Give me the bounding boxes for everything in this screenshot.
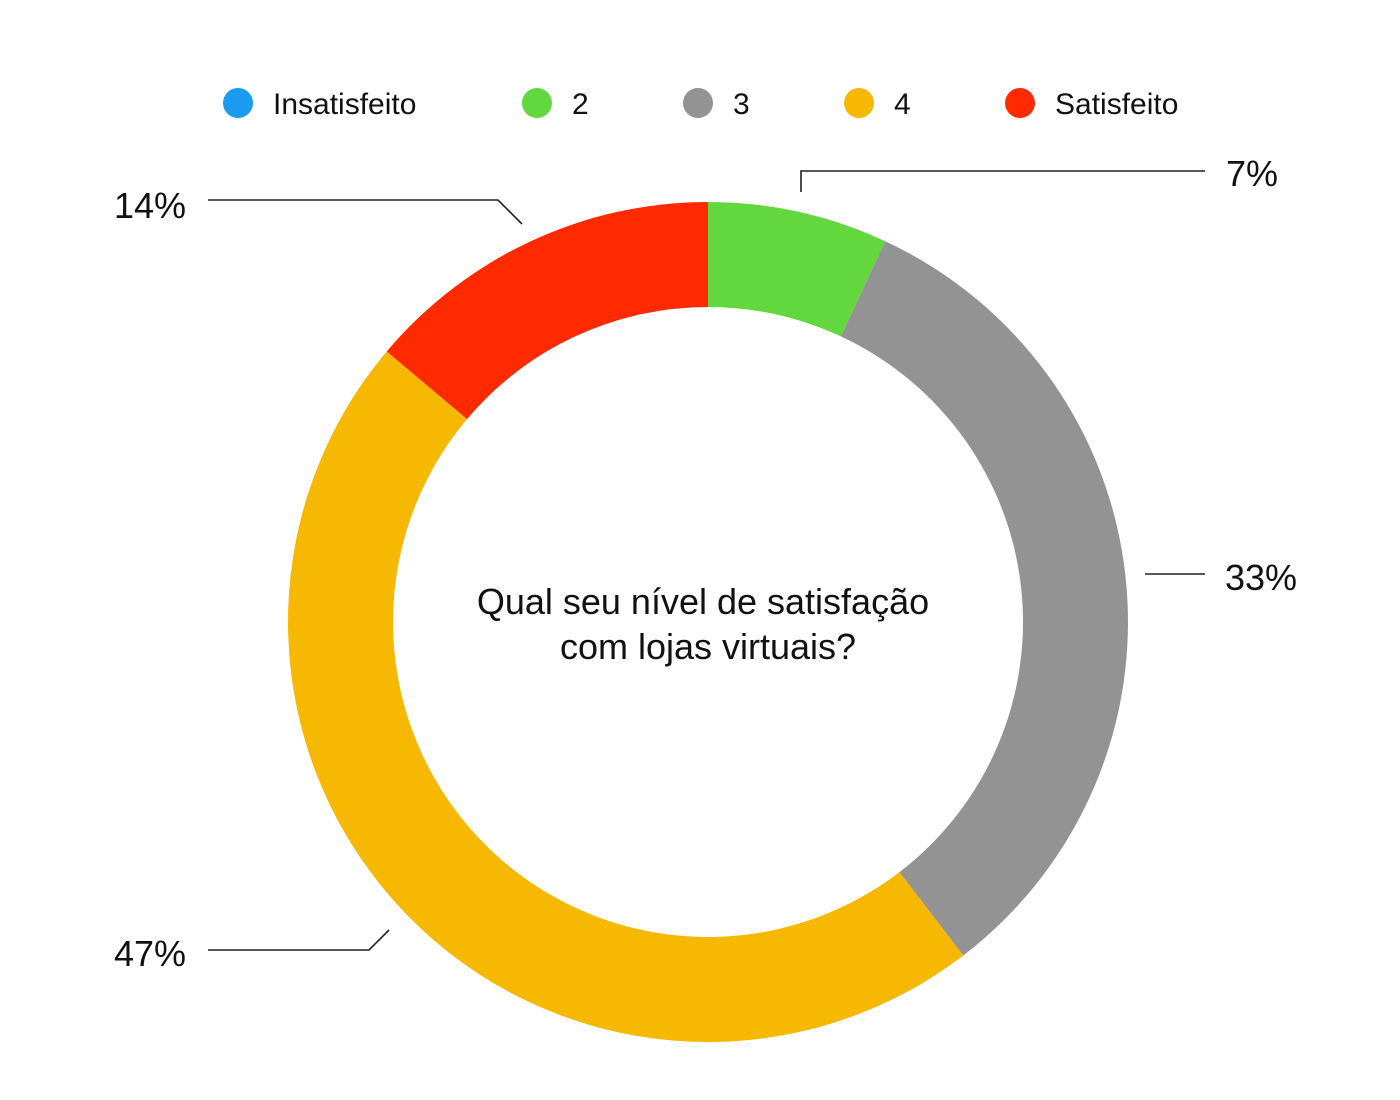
slice-2 — [708, 202, 886, 337]
legend-item-4: 4 — [844, 88, 911, 121]
legend-swatch-satisfeito — [1005, 88, 1035, 118]
leader-line-2 — [800, 170, 1205, 192]
value-label-2: 7% — [1226, 153, 1278, 194]
donut-slices — [288, 202, 1128, 1042]
legend-item-2: 2 — [522, 88, 589, 121]
chart-title: Qual seu nível de satisfação com lojas v… — [477, 581, 939, 667]
value-labels: 7% 33% 47% 14% — [114, 153, 1297, 974]
value-label-satisfeito: 14% — [114, 185, 186, 226]
legend-label-2: 2 — [572, 88, 589, 121]
legend-label-satisfeito: Satisfeito — [1055, 88, 1178, 121]
slice-4 — [288, 351, 964, 1042]
legend-label-3: 3 — [733, 88, 750, 121]
leader-line-satisfeito — [208, 199, 523, 225]
slice-3 — [840, 241, 1128, 956]
value-label-4: 47% — [114, 933, 186, 974]
legend-label-4: 4 — [894, 88, 911, 121]
legend-item-insatisfeito: Insatisfeito — [223, 88, 416, 121]
chart-title-line-2: com lojas virtuais? — [560, 626, 856, 667]
chart-title-line-1: Qual seu nível de satisfação — [477, 581, 929, 622]
legend-swatch-insatisfeito — [223, 88, 253, 118]
slice-satisfeito — [386, 202, 708, 420]
legend-swatch-4 — [844, 88, 874, 118]
legend-item-satisfeito: Satisfeito — [1005, 88, 1178, 121]
leader-lines — [208, 170, 1205, 951]
legend-item-3: 3 — [683, 88, 750, 121]
legend-swatch-3 — [683, 88, 713, 118]
legend-swatch-2 — [522, 88, 552, 118]
legend-label-insatisfeito: Insatisfeito — [273, 88, 416, 121]
value-label-3: 33% — [1225, 557, 1297, 598]
chart-legend: Insatisfeito 2 3 4 Satisfeito — [223, 88, 1178, 121]
leader-line-4 — [208, 929, 390, 951]
